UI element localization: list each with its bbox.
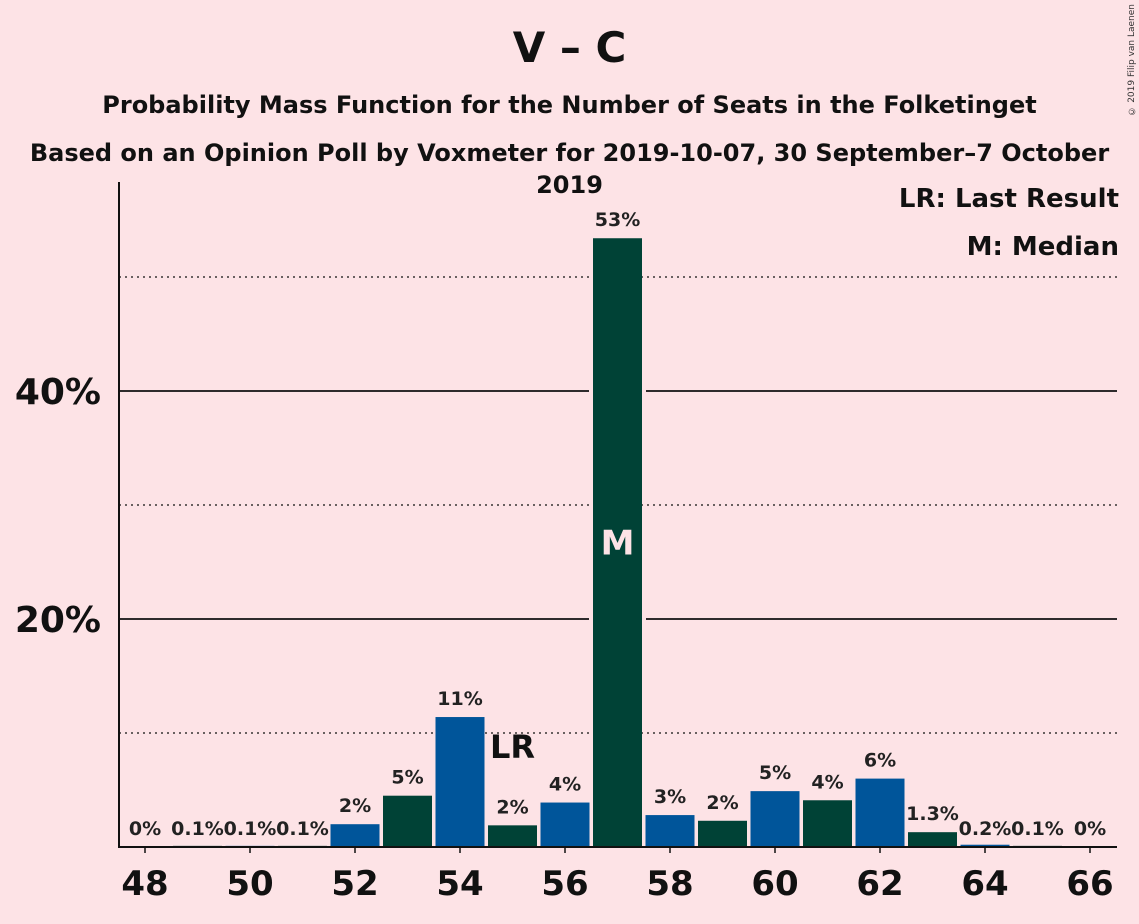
legend-median: M: Median — [966, 232, 1119, 262]
axes-group: 20% 40% 48 50 52 54 56 58 60 62 64 66 — [15, 182, 1117, 904]
bar-seat-55 — [488, 825, 537, 847]
x-tick-label: 58 — [646, 864, 693, 904]
data-labels-group: 0% 0.1% 0.1% 0.1%2%5%11%2%4%53%3% 2%5% 4%6%1.… — [129, 209, 1106, 840]
y-tick-label: 20% — [15, 600, 101, 641]
chart-source-line: Based on an Opinion Poll by Voxmeter for… — [29, 139, 1110, 199]
data-label-seat-53: 5% — [391, 767, 423, 789]
data-label-seat-59: 2% — [706, 792, 738, 814]
gridline-gap-left — [589, 617, 593, 621]
data-label-seat-65: 0.1% — [1011, 818, 1064, 840]
data-label-seat-48: 0% — [129, 818, 161, 840]
bar-seat-59 — [698, 820, 747, 847]
data-label-seat-62: 6% — [864, 750, 896, 772]
bar-seat-56 — [540, 802, 590, 847]
bar-seat-53 — [383, 795, 432, 847]
data-label-seat-51: 0.1% — [276, 818, 329, 840]
data-label-seat-52: 2% — [339, 795, 371, 817]
median-marker: M — [601, 524, 635, 564]
x-tick-label: 50 — [226, 864, 273, 904]
bar-seat-57 — [593, 238, 642, 848]
data-label-seat-49: 0.1% — [171, 818, 224, 840]
x-tick-label: 62 — [856, 864, 903, 904]
gridline-gap-left — [589, 389, 593, 393]
x-tick-label: 54 — [436, 864, 483, 904]
data-label-seat-55: 2% — [496, 796, 528, 818]
bar-seat-60 — [750, 791, 800, 847]
bars-group — [173, 238, 1062, 848]
bar-seat-62 — [855, 778, 905, 847]
bar-seat-64 — [960, 844, 1010, 847]
chart-title: V – C — [512, 23, 627, 72]
bar-seat-63 — [908, 832, 957, 847]
bar-seat-61 — [803, 800, 852, 847]
gridline-gap-right — [642, 617, 646, 621]
x-tick-label: 64 — [961, 864, 1008, 904]
data-label-seat-63: 1.3% — [906, 803, 959, 825]
data-label-seat-66: 0% — [1074, 818, 1106, 840]
bar-seat-54 — [435, 717, 485, 847]
data-label-seat-57: 53% — [595, 209, 640, 231]
x-tick-label: 66 — [1066, 864, 1113, 904]
data-label-seat-54: 11% — [437, 688, 482, 710]
data-label-seat-50: 0.1% — [224, 818, 277, 840]
x-tick-label: 60 — [751, 864, 798, 904]
bar-seat-58 — [645, 815, 695, 847]
gridline-gap-right — [642, 389, 646, 393]
x-tick-label: 48 — [121, 864, 168, 904]
data-label-seat-64: 0.2% — [959, 818, 1012, 840]
last-result-marker: LR — [490, 728, 535, 766]
x-tick-label: 56 — [541, 864, 588, 904]
chart-subtitle: Probability Mass Function for the Number… — [102, 91, 1037, 119]
legend-last-result: LR: Last Result — [898, 184, 1119, 214]
data-label-seat-61: 4% — [811, 771, 843, 793]
bar-seat-52 — [330, 824, 380, 847]
data-label-seat-58: 3% — [654, 786, 686, 808]
x-tick-label: 52 — [331, 864, 378, 904]
y-tick-label: 40% — [15, 372, 101, 413]
data-label-seat-60: 5% — [759, 762, 791, 784]
data-label-seat-56: 4% — [549, 774, 581, 796]
